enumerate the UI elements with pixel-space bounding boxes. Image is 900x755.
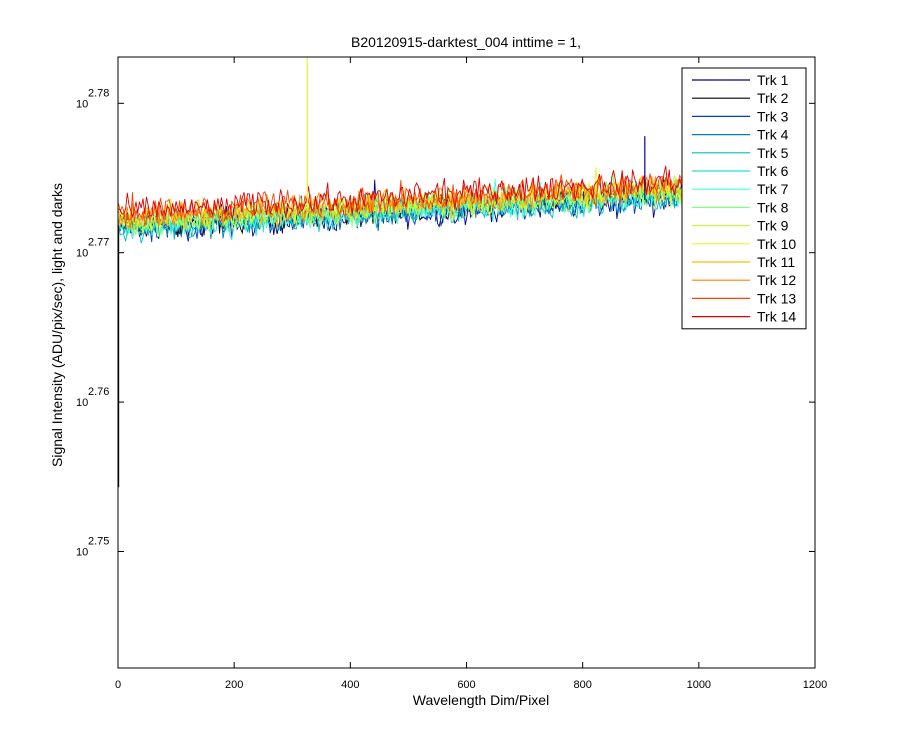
legend-label: Trk 7 [757,181,789,197]
series-traces [117,57,714,488]
series-line-12 [118,169,714,229]
series-line-14 [118,165,714,219]
y-tick-label-base: 10 [76,546,88,558]
legend-box [681,67,807,330]
x-tick-label: 1000 [687,679,711,691]
legend-label: Trk 2 [757,90,789,106]
legend-label: Trk 9 [757,218,789,234]
legend-label: Trk 8 [757,199,789,215]
legend-label: Trk 13 [757,290,796,306]
y-tick-label-exponent: 2.77 [88,237,109,249]
legend-label: Trk 5 [757,145,789,161]
legend-label: Trk 6 [757,163,789,179]
y-tick-label-exponent: 2.75 [88,535,109,547]
legend-label: Trk 3 [757,108,789,124]
x-axis-ticks: 0 200 400 600 800 1000 1200 [115,57,827,691]
series-line-10 [118,166,714,234]
x-tick-label: 0 [115,679,121,691]
x-tick-label: 400 [341,679,359,691]
y-tick-label-base: 10 [76,397,88,409]
series-line-13 [118,170,714,227]
legend-label: Trk 4 [757,127,789,143]
y-tick-label-base: 10 [76,98,88,110]
legend-label: Trk 12 [757,272,796,288]
y-tick-label-base: 10 [76,248,88,260]
y-tick-label-exponent: 2.78 [88,87,109,99]
legend-label: Trk 14 [757,309,796,325]
y-tick-label-exponent: 2.76 [88,386,109,398]
x-tick-label: 1200 [803,679,827,691]
legend-label: Trk 10 [757,236,796,252]
x-tick-label: 800 [573,679,591,691]
x-tick-label: 600 [457,679,475,691]
legend-label: Trk 11 [757,254,795,270]
legend: Trk 1 Trk 2 Trk 3 Trk 4 Trk 5 Trk 6 Trk 7 Trk 8… [681,67,807,330]
x-axis-label: Wavelength Dim/Pixel [413,692,549,708]
x-tick-label: 200 [225,679,243,691]
y-axis-label: Signal Intensity (ADU/pix/sec), light an… [49,183,65,467]
legend-label: Trk 1 [757,72,789,88]
chart-title: B20120915-darktest_004 inttime = 1, [351,34,581,50]
